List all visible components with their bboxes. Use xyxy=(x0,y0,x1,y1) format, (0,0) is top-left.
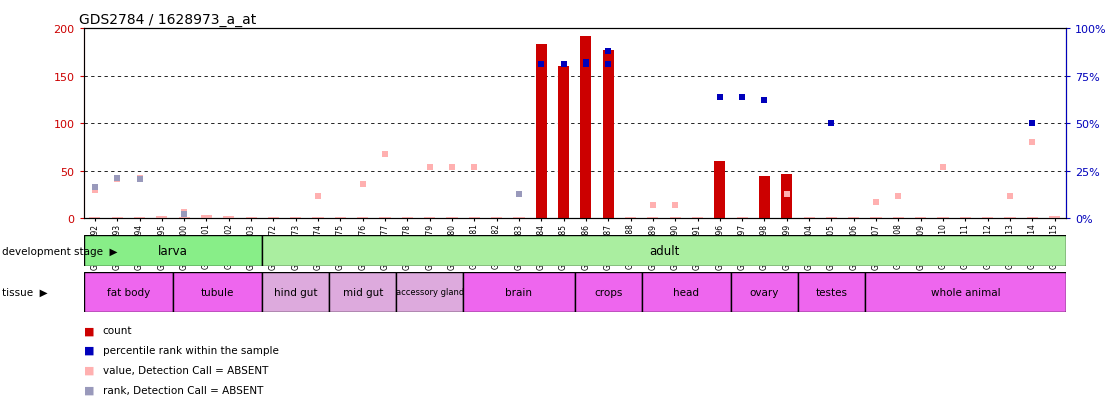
Text: brain: brain xyxy=(506,287,532,297)
Bar xyxy=(223,216,234,219)
Bar xyxy=(692,217,703,219)
Bar xyxy=(737,217,748,219)
Bar xyxy=(268,217,279,219)
Bar xyxy=(893,217,904,219)
Bar xyxy=(937,217,949,219)
Bar xyxy=(89,217,100,219)
Bar xyxy=(329,273,396,312)
Text: value, Detection Call = ABSENT: value, Detection Call = ABSENT xyxy=(103,365,268,375)
Text: ovary: ovary xyxy=(750,287,779,297)
Bar xyxy=(469,217,480,219)
Bar xyxy=(335,217,346,219)
Text: hind gut: hind gut xyxy=(275,287,317,297)
Text: tissue  ▶: tissue ▶ xyxy=(2,287,48,297)
Bar xyxy=(134,217,145,219)
Bar xyxy=(603,51,614,219)
Bar xyxy=(804,217,815,219)
Bar xyxy=(402,217,413,219)
Text: fat body: fat body xyxy=(107,287,150,297)
Text: count: count xyxy=(103,325,132,335)
Bar xyxy=(112,217,123,219)
Text: percentile rank within the sample: percentile rank within the sample xyxy=(103,345,279,355)
Bar xyxy=(625,217,636,219)
Bar xyxy=(156,216,167,219)
Bar xyxy=(201,215,212,219)
Text: mid gut: mid gut xyxy=(343,287,383,297)
Bar xyxy=(865,273,1066,312)
Bar xyxy=(1027,217,1038,219)
Bar xyxy=(647,217,658,219)
Bar xyxy=(915,217,926,219)
Bar xyxy=(781,174,792,219)
Bar xyxy=(536,45,547,219)
Text: tubule: tubule xyxy=(201,287,234,297)
Text: ■: ■ xyxy=(84,325,94,335)
Bar xyxy=(463,273,575,312)
Text: testes: testes xyxy=(816,287,847,297)
Bar xyxy=(826,217,837,219)
Bar xyxy=(982,217,993,219)
Bar xyxy=(798,273,865,312)
Text: rank, Detection Call = ABSENT: rank, Detection Call = ABSENT xyxy=(103,385,263,395)
Bar xyxy=(575,273,642,312)
Bar xyxy=(1004,217,1016,219)
Bar xyxy=(513,217,525,219)
Bar xyxy=(491,217,502,219)
Bar xyxy=(960,217,971,219)
Text: accessory gland: accessory gland xyxy=(395,288,464,297)
Bar xyxy=(731,273,798,312)
Text: whole animal: whole animal xyxy=(931,287,1000,297)
Bar xyxy=(558,67,569,219)
Bar xyxy=(396,273,463,312)
Bar xyxy=(262,273,329,312)
Bar xyxy=(580,36,591,219)
Bar xyxy=(379,217,391,219)
Bar xyxy=(870,217,882,219)
Bar xyxy=(848,217,859,219)
Text: development stage  ▶: development stage ▶ xyxy=(2,246,117,256)
Text: larva: larva xyxy=(158,244,187,257)
Bar xyxy=(424,217,435,219)
Text: ■: ■ xyxy=(84,385,94,395)
Bar xyxy=(357,217,368,219)
Bar xyxy=(84,235,262,266)
Bar xyxy=(262,235,1066,266)
Bar xyxy=(173,273,262,312)
Bar xyxy=(446,217,458,219)
Bar xyxy=(759,176,770,219)
Text: ■: ■ xyxy=(84,365,94,375)
Bar xyxy=(84,273,173,312)
Bar xyxy=(1049,216,1060,219)
Bar xyxy=(312,217,324,219)
Text: head: head xyxy=(673,287,700,297)
Text: crops: crops xyxy=(594,287,623,297)
Text: adult: adult xyxy=(648,244,680,257)
Text: ■: ■ xyxy=(84,345,94,355)
Bar xyxy=(642,273,731,312)
Bar xyxy=(670,217,681,219)
Bar xyxy=(246,217,257,219)
Bar xyxy=(179,217,190,219)
Bar xyxy=(714,162,725,219)
Bar xyxy=(290,217,301,219)
Text: GDS2784 / 1628973_a_at: GDS2784 / 1628973_a_at xyxy=(79,12,256,26)
